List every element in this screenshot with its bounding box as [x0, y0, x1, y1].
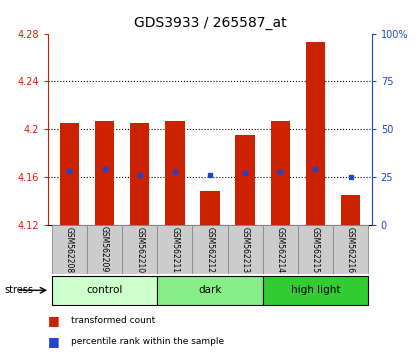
Bar	[306, 42, 325, 225]
Text: GSM562212: GSM562212	[205, 227, 215, 273]
Text: dark: dark	[198, 285, 222, 295]
Bar	[130, 123, 150, 225]
Text: GSM562215: GSM562215	[311, 227, 320, 273]
Bar	[263, 276, 368, 304]
Bar	[298, 225, 333, 274]
Text: GSM562210: GSM562210	[135, 227, 144, 273]
Bar	[270, 121, 290, 225]
Bar	[333, 225, 368, 274]
Bar	[236, 135, 255, 225]
Bar	[52, 276, 157, 304]
Text: stress: stress	[4, 285, 33, 295]
Text: GSM562214: GSM562214	[276, 227, 285, 273]
Bar	[95, 121, 114, 225]
Bar	[157, 276, 263, 304]
Text: GSM562209: GSM562209	[100, 227, 109, 273]
Text: control: control	[87, 285, 123, 295]
Bar	[157, 225, 192, 274]
Bar	[60, 123, 79, 225]
Text: GSM562216: GSM562216	[346, 227, 355, 273]
Bar	[228, 225, 263, 274]
Text: percentile rank within the sample: percentile rank within the sample	[71, 337, 225, 346]
Text: transformed count: transformed count	[71, 316, 156, 325]
Bar	[52, 225, 87, 274]
Text: ■: ■	[48, 335, 60, 348]
Bar	[122, 225, 157, 274]
Bar	[192, 225, 228, 274]
Bar	[341, 195, 360, 225]
Bar	[200, 192, 220, 225]
Text: GSM562208: GSM562208	[65, 227, 74, 273]
Text: GSM562213: GSM562213	[241, 227, 249, 273]
Bar	[165, 121, 184, 225]
Bar	[263, 225, 298, 274]
Text: GDS3933 / 265587_at: GDS3933 / 265587_at	[134, 16, 286, 30]
Text: high light: high light	[291, 285, 340, 295]
Bar	[87, 225, 122, 274]
Text: ■: ■	[48, 314, 60, 327]
Text: GSM562211: GSM562211	[171, 227, 179, 273]
